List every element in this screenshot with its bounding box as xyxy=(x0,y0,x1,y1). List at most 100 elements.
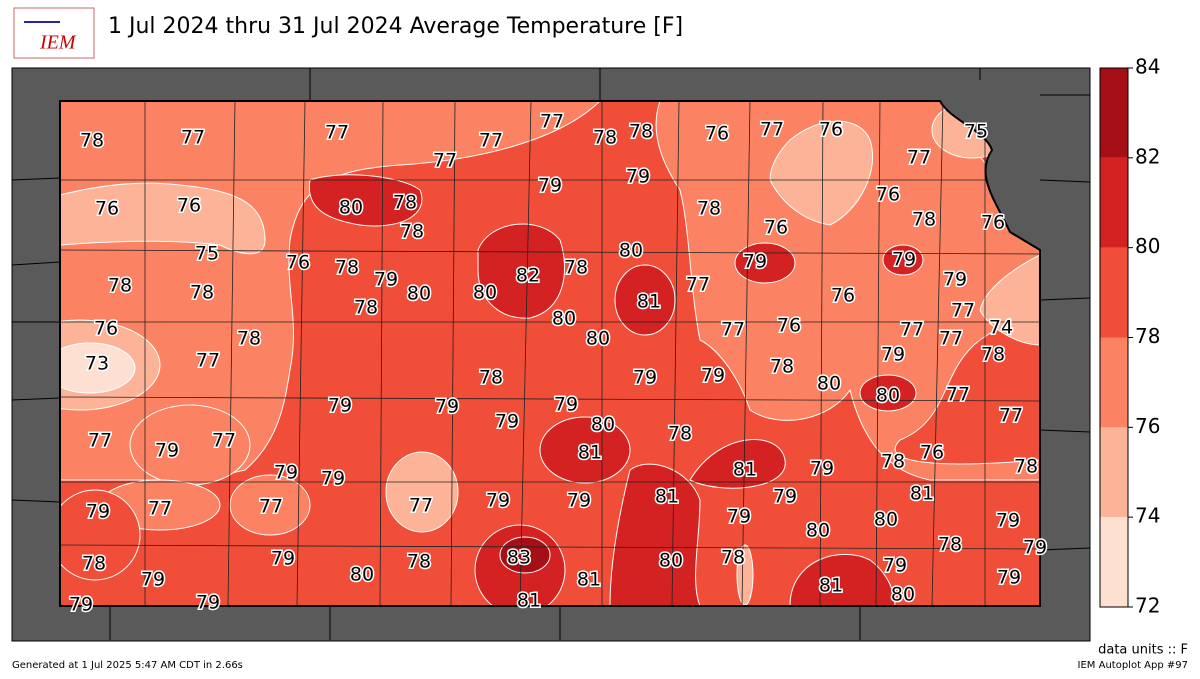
value-label: 79 xyxy=(554,394,578,416)
contour-region xyxy=(769,120,874,226)
colorbar-bin xyxy=(1100,517,1128,607)
value-label: 76 xyxy=(94,318,118,340)
value-label: 77 xyxy=(721,319,745,341)
colorbar-tick-label: 80 xyxy=(1135,234,1160,258)
value-label: 80 xyxy=(552,308,576,330)
colorbar-bin xyxy=(1100,247,1128,338)
value-label: 78 xyxy=(593,127,617,149)
value-label: 78 xyxy=(82,553,106,575)
value-label: 78 xyxy=(629,121,653,143)
contour-region xyxy=(499,536,551,574)
colorbar-tick-label: 84 xyxy=(1135,55,1160,79)
value-label: 80 xyxy=(586,328,610,350)
units-note: data units :: F xyxy=(1098,643,1188,658)
value-label: 80 xyxy=(350,564,374,586)
value-label: 76 xyxy=(831,285,855,307)
value-label: 73 xyxy=(85,353,109,375)
colorbar-bin xyxy=(1100,157,1128,248)
value-label: 80 xyxy=(891,584,915,606)
value-label: 77 xyxy=(951,300,975,322)
value-label: 78 xyxy=(668,423,692,445)
value-label: 78 xyxy=(335,257,359,279)
value-label: 81 xyxy=(517,590,541,612)
value-label: 81 xyxy=(819,575,843,597)
value-label: 79 xyxy=(701,365,725,387)
value-label: 79 xyxy=(374,269,398,291)
contour-region xyxy=(60,182,266,255)
county-line xyxy=(741,101,751,606)
value-label: 80 xyxy=(876,385,900,407)
value-label: 77 xyxy=(907,147,931,169)
value-label: 78 xyxy=(407,551,431,573)
value-label: 76 xyxy=(876,184,900,206)
value-label: 78 xyxy=(981,344,1005,366)
title: 1 Jul 2024 thru 31 Jul 2024 Average Temp… xyxy=(108,14,683,39)
county-line xyxy=(931,101,944,606)
value-label: 80 xyxy=(407,283,431,305)
county-lines xyxy=(60,101,1040,606)
value-label: 79 xyxy=(727,506,751,528)
value-label: 79 xyxy=(495,411,519,433)
contour-region xyxy=(882,244,924,276)
value-label: 78 xyxy=(697,198,721,220)
value-label: 79 xyxy=(997,567,1021,589)
value-label: 77 xyxy=(900,319,924,341)
value-label: 76 xyxy=(705,123,729,145)
generated-note: Generated at 1 Jul 2025 5:47 AM CDT in 2… xyxy=(12,660,243,671)
contour-region xyxy=(614,264,676,336)
value-label: 79 xyxy=(883,555,907,577)
logo: IEM xyxy=(13,7,95,59)
colorbar-bin xyxy=(1100,427,1128,518)
value-label: 78 xyxy=(912,209,936,231)
value-label: 79 xyxy=(86,501,110,523)
contour-region xyxy=(689,439,786,489)
value-label: 81 xyxy=(910,483,934,505)
value-label: 76 xyxy=(177,195,201,217)
contour-region xyxy=(60,489,141,581)
value-label: 76 xyxy=(981,212,1005,234)
value-label: 79 xyxy=(892,249,916,271)
contour-region xyxy=(539,416,631,484)
contour-region xyxy=(477,223,566,319)
value-label: 80 xyxy=(619,240,643,262)
value-label: 77 xyxy=(760,119,784,141)
value-label: 81 xyxy=(655,486,679,508)
value-label: 78 xyxy=(770,356,794,378)
value-label: 75 xyxy=(195,243,219,265)
county-line xyxy=(519,101,532,606)
neighbor-borders xyxy=(11,68,1091,640)
county-line xyxy=(875,101,881,606)
value-label: 76 xyxy=(95,198,119,220)
value-label: 77 xyxy=(433,150,457,172)
value-label: 77 xyxy=(540,111,564,133)
value-label: 75 xyxy=(964,121,988,143)
value-label: 78 xyxy=(1014,456,1038,478)
value-label: 78 xyxy=(938,534,962,556)
colorbar-bin xyxy=(1100,337,1128,428)
value-label: 78 xyxy=(354,297,378,319)
value-label: 78 xyxy=(721,547,745,569)
value-label: 76 xyxy=(764,217,788,239)
colorbar-tick-label: 74 xyxy=(1135,504,1160,528)
value-label: 79 xyxy=(743,251,767,273)
county-line xyxy=(60,396,1040,402)
colorbar-bin xyxy=(1100,68,1128,158)
value-label: 77 xyxy=(196,350,220,372)
value-label: 80 xyxy=(591,414,615,436)
value-label: 77 xyxy=(88,430,112,452)
value-label: 74 xyxy=(989,317,1013,339)
value-label: 79 xyxy=(155,440,179,462)
value-label: 81 xyxy=(577,569,601,591)
value-label: 79 xyxy=(996,510,1020,532)
colorbar-tick-label: 72 xyxy=(1135,594,1160,618)
value-label: 79 xyxy=(321,468,345,490)
value-label: 77 xyxy=(479,130,503,152)
value-label: 77 xyxy=(939,328,963,350)
value-label: 79 xyxy=(69,594,93,616)
value-label: 81 xyxy=(578,442,602,464)
value-label: 79 xyxy=(435,396,459,418)
value-label: 78 xyxy=(400,221,424,243)
value-label: 83 xyxy=(507,547,531,569)
value-label: 78 xyxy=(393,192,417,214)
